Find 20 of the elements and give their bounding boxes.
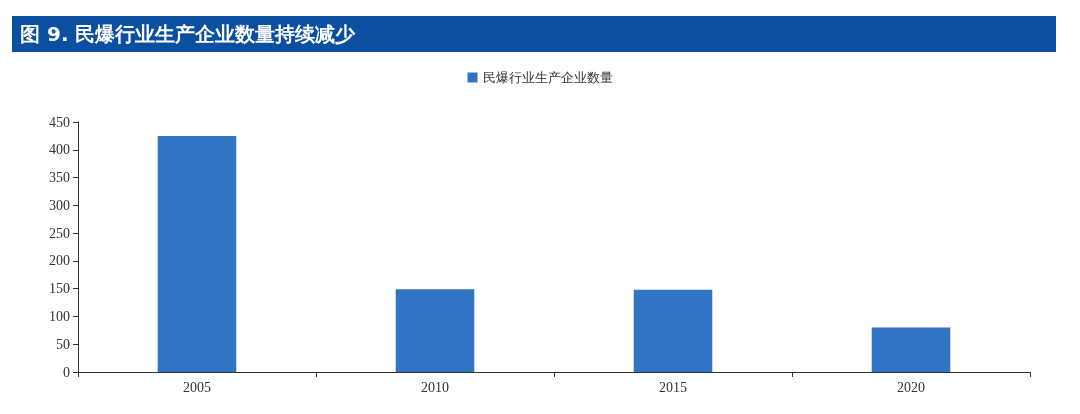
bar	[157, 135, 237, 372]
y-tick-label: 350	[49, 170, 70, 186]
x-tick-label: 2015	[659, 379, 687, 395]
legend-label: 民爆行业生产企业数量	[482, 70, 613, 85]
y-tick-label: 150	[49, 281, 70, 297]
bar	[871, 327, 951, 372]
y-tick-label: 0	[63, 364, 70, 380]
y-tick-label: 400	[49, 142, 70, 158]
bar	[633, 289, 713, 372]
y-tick-label: 100	[49, 308, 70, 324]
y-tick-label: 300	[49, 197, 70, 213]
y-tick-label: 450	[49, 114, 70, 130]
y-tick-label: 250	[49, 225, 70, 241]
bar	[395, 289, 475, 372]
chart-title: 图 9. 民爆行业生产企业数量持续减少	[12, 16, 1056, 52]
y-tick-label: 50	[56, 336, 70, 352]
y-tick-label: 200	[49, 253, 70, 269]
x-tick-label: 2020	[897, 379, 925, 395]
x-tick-label: 2010	[421, 379, 449, 395]
x-tick-label: 2005	[183, 379, 211, 395]
